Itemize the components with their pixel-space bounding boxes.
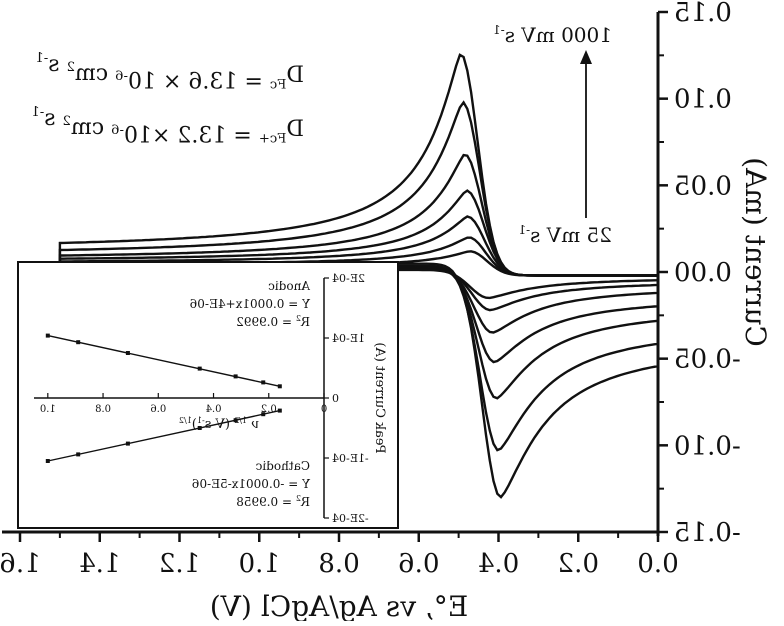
inset-series-name: Anodic xyxy=(268,279,311,293)
main-axes: 0.150.100.050.00-0.05-0.10-0.151.6 1.4 1.2… xyxy=(0,0,772,623)
inset-y-tick-label: -1E-04 xyxy=(332,452,369,465)
inset-point-cathodic xyxy=(197,426,202,430)
inset-point-anodic xyxy=(125,351,130,355)
inset-r-squared: R2 = 0.9958 xyxy=(236,494,310,509)
inset-point-anodic xyxy=(233,374,238,379)
inset-point-anodic xyxy=(76,340,81,345)
y-tick-label: 0.05 xyxy=(674,171,732,201)
inset-point-anodic xyxy=(197,366,202,371)
x-tick-label: 1.0 xyxy=(239,549,280,579)
inset-point-cathodic xyxy=(125,441,130,446)
x-tick-label: 0.2 xyxy=(558,549,599,579)
inset-series-name: Cathodic xyxy=(255,459,310,473)
x-tick-label: 1.4 xyxy=(79,549,120,579)
inset-point-cathodic xyxy=(233,418,238,423)
x-tick-label: 1.6 xyxy=(0,549,41,579)
top-scan-rate-label: 1000 mV s-1 xyxy=(493,23,612,47)
inset-x-tick-label: 0.4 xyxy=(206,404,222,415)
bottom-scan-rate-label: 25 mV s-1 xyxy=(518,223,612,247)
y-tick-label: -0.05 xyxy=(674,345,741,375)
x-tick-label: 1.2 xyxy=(159,549,200,579)
inset-plot: 2E-04 1E-04 0 -1E-04 -2E-04 1.0 0.8 0.6 0.4 0.2 0 P… xyxy=(17,261,399,529)
inset-x-tick-label: 0.6 xyxy=(150,404,166,415)
inset-y-axis-label: Peak Current (A) xyxy=(372,342,387,453)
x-axis-label: E°, vs Ag/AgCl (V) xyxy=(210,590,468,621)
dfc-annotation: DFc = 13.6 × 10-6 cm2 s-1 xyxy=(35,51,304,94)
inset-x-tick-label: 0.2 xyxy=(261,404,277,415)
inset-point-anodic xyxy=(45,333,50,338)
inset-point-cathodic xyxy=(45,459,50,463)
inset-x-axis-label: ν 1/2 (V s-1)1/2 xyxy=(179,416,259,432)
inset-equation: Y = -0.0001x-5E-06 xyxy=(192,477,311,491)
inset-r-squared: R2 = 0.9992 xyxy=(236,314,310,329)
inset-point-cathodic xyxy=(76,452,81,457)
inset-y-tick-label: -2E-04 xyxy=(332,512,369,525)
inset-fit-line-cathodic xyxy=(47,409,280,462)
y-tick-label: 0.15 xyxy=(674,0,732,28)
inset-x-tick-label: 0.8 xyxy=(95,404,111,415)
inset-x-tick-label: 1.0 xyxy=(40,404,56,415)
y-tick-label: 0.00 xyxy=(674,258,732,288)
x-tick-label: 0.6 xyxy=(398,549,439,579)
inset-fit-line-anodic xyxy=(47,334,280,387)
y-tick-label: 0.10 xyxy=(674,85,732,115)
inset-equation: Y = 0.0001x+4E-06 xyxy=(190,297,311,311)
x-tick-label: 0.0 xyxy=(637,549,678,579)
inset-point-cathodic xyxy=(261,412,266,417)
inset-y-tick-label: 1E-04 xyxy=(332,332,365,345)
inset-x-tick-label: 0 xyxy=(321,404,327,415)
inset-point-anodic xyxy=(261,380,266,385)
inset-y-tick-label: 0 xyxy=(332,392,339,405)
y-tick-label: -0.10 xyxy=(674,431,741,461)
arrow-head-icon xyxy=(580,50,592,64)
inset-point-anodic xyxy=(277,384,282,389)
inset-point-cathodic xyxy=(277,408,282,413)
inset-y-tick-label: 2E-04 xyxy=(332,272,365,285)
y-tick-label: -0.15 xyxy=(674,518,741,548)
x-tick-label: 0.8 xyxy=(318,549,359,579)
y-axis-label: Current (mA) xyxy=(739,157,772,347)
annotations: DFc = 13.6 × 10-6 cm2 s-1 DFc+ = 13.2 ×10… xyxy=(31,23,612,247)
inset-frame xyxy=(17,261,399,529)
dfcp-annotation: DFc+ = 13.2 ×10-6 cm2 s-1 xyxy=(31,105,304,148)
x-tick-label: 0.4 xyxy=(478,549,519,579)
